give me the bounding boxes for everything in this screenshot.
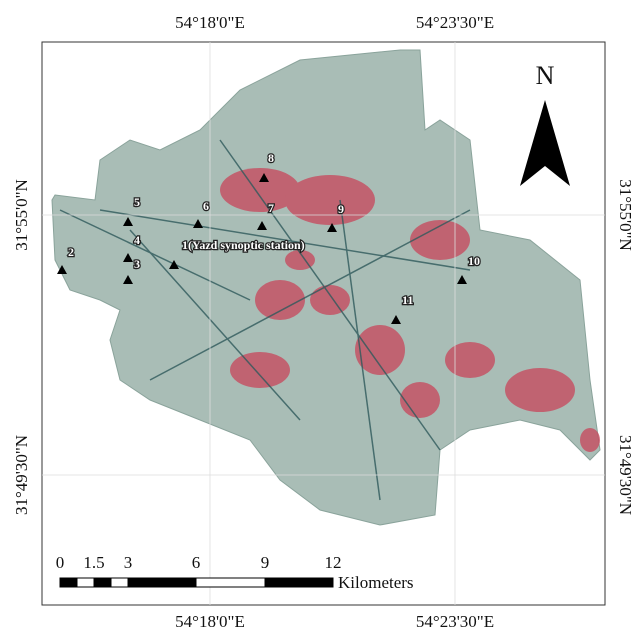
station-label: 3 [134, 257, 140, 271]
left-label: 31°49'30"N [12, 435, 31, 515]
right-label: 31°55'0"N [616, 179, 632, 251]
bottom-label: 54°18'0"E [175, 612, 245, 631]
right-label: 31°49'30"N [616, 435, 632, 515]
scale-segment [111, 578, 128, 587]
scale-segment [128, 578, 196, 587]
top-label: 54°23'30"E [416, 13, 494, 32]
scale-segment [265, 578, 333, 587]
station-label: 8 [268, 151, 274, 165]
scale-segment [196, 578, 265, 587]
station-label: 11 [402, 293, 413, 307]
scale-label: 6 [192, 553, 201, 572]
scale-label: 9 [261, 553, 270, 572]
station-label: 1(Yazd synoptic station) [182, 238, 305, 252]
scale-segment [60, 578, 77, 587]
bottom-label: 54°23'30"E [416, 612, 494, 631]
north-label: N [536, 61, 555, 90]
scale-label: 1.5 [83, 553, 104, 572]
scale-label: 0 [56, 553, 65, 572]
station-label: 2 [68, 245, 74, 259]
top-label: 54°18'0"E [175, 13, 245, 32]
scale-segment [77, 578, 94, 587]
station-label: 10 [468, 254, 480, 268]
scale-label: 3 [124, 553, 133, 572]
map: 54°18'0"E 54°23'30"E 54°18'0"E 54°23'30"… [0, 0, 632, 636]
station-label: 4 [134, 233, 140, 247]
station-label: 5 [134, 195, 140, 209]
station-label: 7 [268, 201, 274, 215]
left-label: 31°55'0"N [12, 179, 31, 251]
scale-segment [94, 578, 111, 587]
scale-unit: Kilometers [338, 573, 414, 592]
station-label: 6 [203, 199, 209, 213]
station-label: 9 [338, 202, 344, 216]
scale-label: 12 [325, 553, 342, 572]
